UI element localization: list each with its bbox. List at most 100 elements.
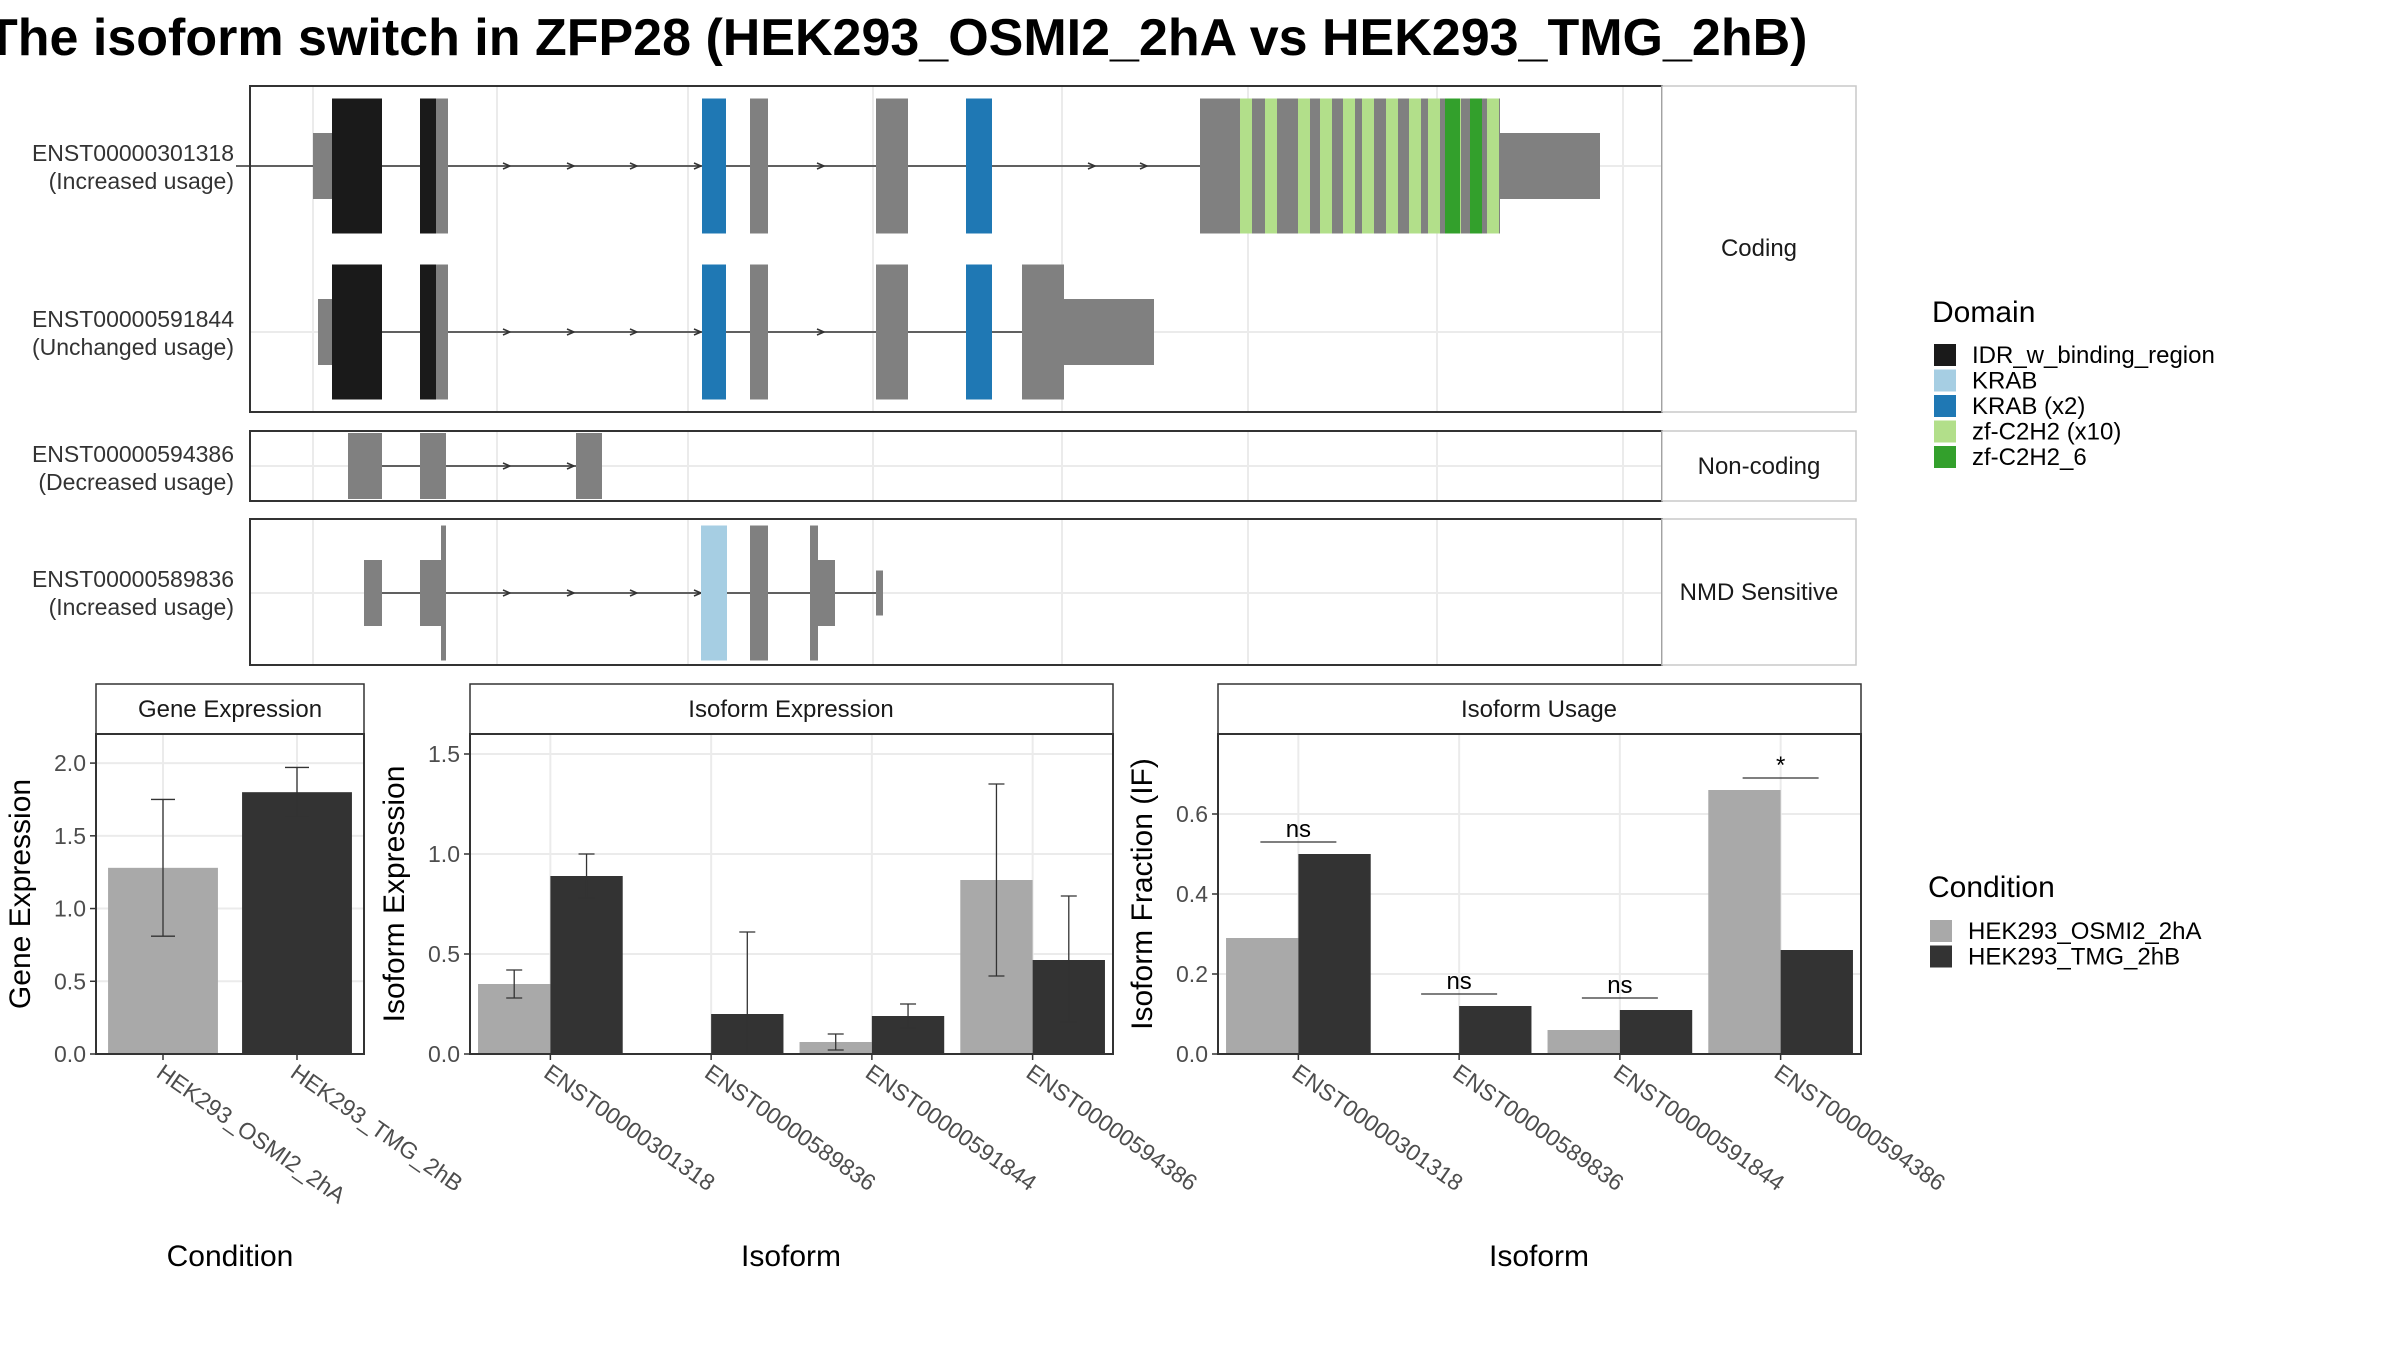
legend-swatch xyxy=(1934,420,1956,443)
legend-swatch xyxy=(1934,344,1956,366)
strand-arrow xyxy=(693,162,703,170)
strand-arrow xyxy=(502,462,512,470)
bar xyxy=(1708,790,1781,1054)
exon xyxy=(810,525,818,661)
transcript-usage-label: (Unchanged usage) xyxy=(32,334,234,360)
x-tick-label: ENST00000301318 xyxy=(1288,1059,1468,1196)
y-tick-label: 0.4 xyxy=(1176,881,1208,907)
gene-expression-xlabel: Condition xyxy=(167,1240,294,1273)
domain-legend-title: Domain xyxy=(1932,296,2035,329)
x-tick-label: ENST00000589836 xyxy=(700,1059,880,1196)
legend-label: zf-C2H2_6 xyxy=(1972,444,2087,471)
legend-label: HEK293_OSMI2_2hA xyxy=(1968,918,2201,945)
domain-zf-c2h2 xyxy=(1409,98,1421,234)
exon xyxy=(818,560,835,626)
strand-arrow xyxy=(816,328,826,336)
y-tick-label: 1.0 xyxy=(428,841,460,867)
legend-swatch xyxy=(1930,920,1952,942)
domain-idr xyxy=(420,264,436,400)
strand-arrow xyxy=(566,162,576,170)
legend-swatch xyxy=(1934,446,1956,468)
domain-zf-c2h2 xyxy=(1487,98,1499,234)
x-tick-label: ENST00000301318 xyxy=(540,1059,720,1196)
exon xyxy=(1022,264,1064,400)
legend-label: zf-C2H2 (x10) xyxy=(1972,419,2121,446)
isoform-expression-chart: Isoform Expression 0.0 0.5 1.0 1.5 ENST00000… xyxy=(378,683,1202,1273)
isoform-usage-xlabel: Isoform xyxy=(1489,1240,1589,1273)
condition-legend-title: Condition xyxy=(1928,871,2055,904)
exon xyxy=(364,560,382,626)
strand-arrow xyxy=(502,162,512,170)
isoform-usage-strip xyxy=(1217,683,1862,735)
exon xyxy=(750,98,768,234)
bar xyxy=(1780,950,1853,1054)
gene-expression-strip xyxy=(95,683,365,735)
transcript-structure-plot: Coding Non-coding NMD Sensitive ENST0000… xyxy=(32,85,1857,666)
domain-zf-c2h2 xyxy=(1240,98,1252,234)
domain-idr xyxy=(420,98,436,234)
bar xyxy=(1547,1030,1620,1054)
transcript-id-label: ENST00000589836 xyxy=(32,566,234,592)
exon xyxy=(876,98,908,234)
utr-exon xyxy=(1500,133,1600,199)
legend-swatch xyxy=(1934,369,1956,392)
isoform-expression-title: Isoform Expression xyxy=(688,696,893,723)
bar xyxy=(1226,938,1299,1054)
figure-title: The isoform switch in ZFP28 (HEK293_OSMI… xyxy=(0,9,1807,67)
utr-exon xyxy=(318,299,336,365)
strand-arrow xyxy=(693,328,703,336)
strip-nmd xyxy=(1661,518,1857,666)
exon xyxy=(436,264,448,400)
panel-border xyxy=(1217,733,1862,1055)
bar xyxy=(1459,1006,1532,1054)
x-tick-label: ENST00000591844 xyxy=(1609,1059,1790,1196)
isoform-expression-strip xyxy=(469,683,1114,735)
panel-border xyxy=(95,733,365,1055)
y-tick-label: 1.5 xyxy=(428,741,460,767)
domain-krab xyxy=(966,264,992,400)
domain-idr xyxy=(332,98,382,234)
domain-zf-c2h2 xyxy=(1298,98,1310,234)
bar xyxy=(550,876,623,1054)
y-tick-label: 0.2 xyxy=(1176,961,1208,987)
isoform-expression-ylabel: Isoform Expression xyxy=(378,766,411,1023)
strand-arrow xyxy=(629,589,639,597)
domain-zf-c2h2 xyxy=(1343,98,1355,234)
bar xyxy=(1619,1010,1693,1054)
exon xyxy=(576,433,602,499)
domain-krab xyxy=(701,525,727,661)
significance-label: * xyxy=(1776,752,1785,779)
legend-label: KRAB xyxy=(1972,368,2037,395)
legend-label: KRAB (x2) xyxy=(1972,393,2085,420)
transcript-id-label: ENST00000594386 xyxy=(32,441,234,467)
bar xyxy=(242,792,352,1054)
domain-idr xyxy=(332,264,382,400)
strand-arrow xyxy=(502,589,512,597)
x-tick-label: ENST00000594386 xyxy=(1022,1059,1202,1196)
domain-zf-c2h2 xyxy=(1386,98,1398,234)
strip-coding xyxy=(1661,85,1857,413)
exon xyxy=(441,525,446,661)
strand-arrow xyxy=(629,162,639,170)
bar xyxy=(1298,854,1371,1054)
strand-arrow xyxy=(566,328,576,336)
y-tick-label: 1.0 xyxy=(54,896,86,922)
utr-exon xyxy=(1062,299,1154,365)
strand-arrow xyxy=(566,462,576,470)
domain-zf-c2h2 xyxy=(1428,98,1440,234)
legend-swatch xyxy=(1934,395,1956,417)
strip-coding-label: Coding xyxy=(1721,235,1797,262)
domain-krab xyxy=(702,98,726,234)
strand-arrow xyxy=(816,162,826,170)
strip-nmd-label: NMD Sensitive xyxy=(1680,579,1839,606)
strip-noncoding xyxy=(1661,430,1857,502)
exon xyxy=(876,570,883,616)
significance-label: ns xyxy=(1446,968,1471,995)
x-tick-label: ENST00000591844 xyxy=(861,1059,1042,1196)
domain-zf-c2h2 xyxy=(1320,98,1332,234)
transcript-usage-label: (Increased usage) xyxy=(49,594,234,620)
domain-krab xyxy=(966,98,992,234)
isoform-usage-chart: Isoform Usage 0.0 0.2 0.4 0.6 ns ns ns * ENST000… xyxy=(1126,683,1950,1273)
